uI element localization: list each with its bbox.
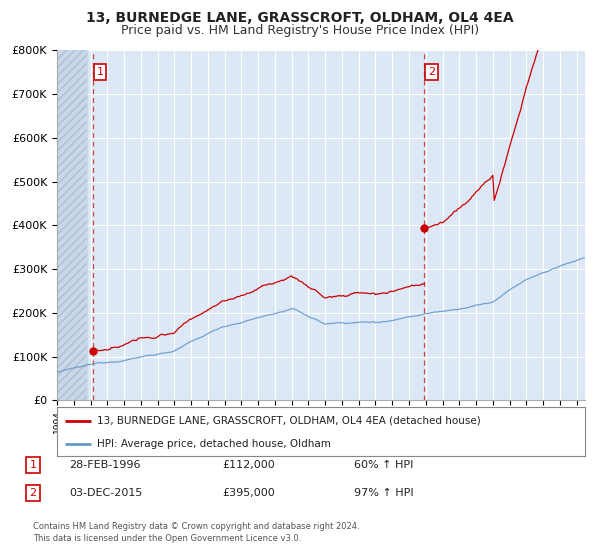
Text: Price paid vs. HM Land Registry's House Price Index (HPI): Price paid vs. HM Land Registry's House … [121, 24, 479, 36]
Text: 2: 2 [428, 67, 435, 77]
Text: 28-FEB-1996: 28-FEB-1996 [69, 460, 140, 470]
Text: 1: 1 [97, 67, 104, 77]
Text: HPI: Average price, detached house, Oldham: HPI: Average price, detached house, Oldh… [97, 439, 331, 449]
Bar [57, 50, 87, 400]
Text: Contains HM Land Registry data © Crown copyright and database right 2024.
This d: Contains HM Land Registry data © Crown c… [33, 522, 359, 543]
Text: 03-DEC-2015: 03-DEC-2015 [69, 488, 142, 498]
Text: £395,000: £395,000 [222, 488, 275, 498]
Text: 60% ↑ HPI: 60% ↑ HPI [354, 460, 413, 470]
Text: 13, BURNEDGE LANE, GRASSCROFT, OLDHAM, OL4 4EA: 13, BURNEDGE LANE, GRASSCROFT, OLDHAM, O… [86, 11, 514, 25]
Bar [57, 50, 87, 400]
Text: 97% ↑ HPI: 97% ↑ HPI [354, 488, 413, 498]
Text: 13, BURNEDGE LANE, GRASSCROFT, OLDHAM, OL4 4EA (detached house): 13, BURNEDGE LANE, GRASSCROFT, OLDHAM, O… [97, 416, 481, 426]
Text: 1: 1 [29, 460, 37, 470]
Text: £112,000: £112,000 [222, 460, 275, 470]
Text: 2: 2 [29, 488, 37, 498]
